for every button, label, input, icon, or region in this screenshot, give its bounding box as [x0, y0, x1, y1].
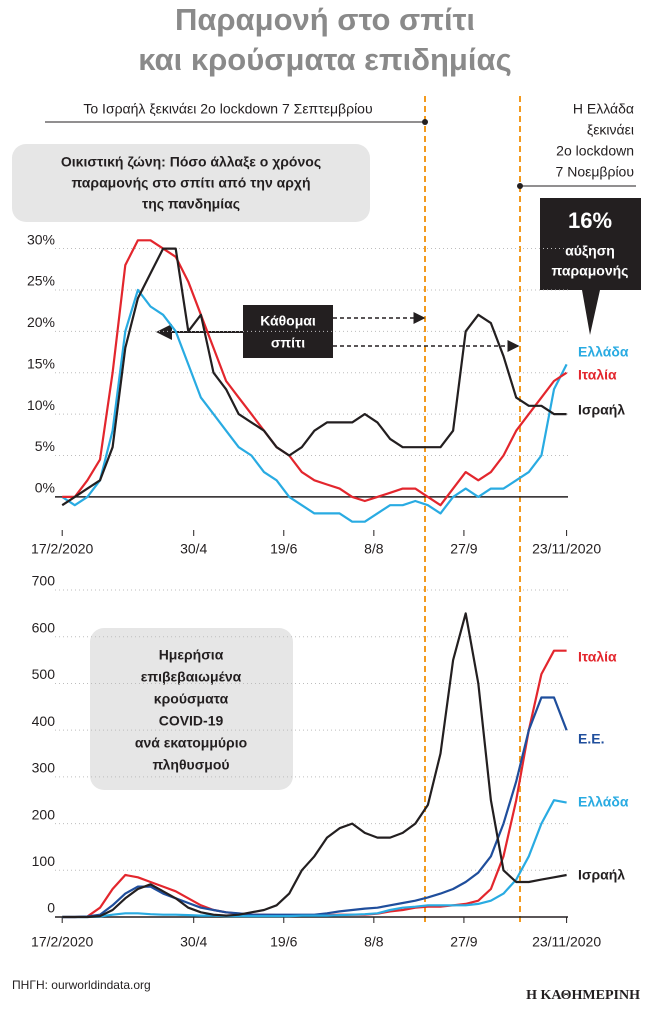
x-tick-label: 19/6	[270, 541, 297, 557]
box-text: πληθυσμού	[152, 757, 229, 773]
y-tick-label: 200	[32, 806, 56, 822]
series-label: Ελλάδα	[578, 794, 629, 810]
y-tick-label: 10%	[27, 397, 55, 413]
y-tick-label: 0%	[35, 480, 55, 496]
x-tick-label: 23/11/2020	[532, 541, 601, 557]
source: ΠΗΓΗ: ourworldindata.org	[12, 978, 151, 992]
x-tick-label: 30/4	[180, 541, 207, 557]
callout-text: παραμονής	[552, 263, 629, 279]
y-tick-label: 100	[32, 853, 56, 869]
box-text: παραμονής στο σπίτι από την αρχή	[71, 175, 310, 191]
box-text: της πανδημίας	[142, 196, 240, 212]
event-dot	[422, 119, 428, 125]
event-dot	[517, 183, 523, 189]
series-label: Ε.Ε.	[578, 731, 604, 747]
y-tick-label: 700	[32, 573, 56, 589]
x-tick-label: 8/8	[364, 541, 384, 557]
label-text: σπίτι	[271, 335, 305, 351]
y-tick-label: 300	[32, 760, 56, 776]
series-label: Ισραήλ	[578, 402, 625, 418]
title-line: και κρούσματα επιδημίας	[138, 42, 511, 77]
y-tick-label: 500	[32, 666, 56, 682]
box-text: COVID-19	[159, 713, 224, 729]
box-text: Οικιστική ζώνη: Πόσο άλλαξε ο χρόνος	[61, 154, 321, 170]
series-label: Ιταλία	[578, 367, 617, 383]
y-tick-label: 600	[32, 619, 56, 635]
box-text: κρούσματα	[154, 691, 229, 707]
x-tick-label: 30/4	[180, 934, 207, 950]
label-text: Κάθομαι	[260, 313, 316, 329]
x-tick-label: 19/6	[270, 934, 297, 950]
series-line	[62, 612, 567, 919]
y-tick-label: 20%	[27, 314, 55, 330]
y-tick-label: 30%	[27, 231, 55, 247]
x-tick-label: 8/8	[364, 934, 384, 950]
x-tick-label: 17/2/2020	[31, 934, 93, 950]
info-box	[90, 628, 293, 790]
event-text: 2ο lockdown	[556, 143, 634, 159]
callout-text: 16%	[568, 208, 612, 233]
series-line	[62, 239, 568, 507]
y-tick-label: 5%	[35, 438, 55, 454]
event-text: Το Ισραήλ ξεκινάει 2ο lockdown 7 Σεπτεμβ…	[83, 101, 372, 117]
x-tick-label: 23/11/2020	[532, 934, 601, 950]
x-tick-label: 27/9	[450, 934, 477, 950]
series-label: Ισραήλ	[578, 867, 625, 883]
info-box	[12, 144, 370, 222]
box-text: ανά εκατομμύριο	[135, 735, 247, 751]
y-tick-label: 400	[32, 713, 56, 729]
series-line	[61, 247, 567, 507]
y-tick-label: 25%	[27, 273, 55, 289]
publisher: Η ΚΑΘΗΜΕΡΙΝΗ	[526, 988, 640, 1003]
title-line: Παραμονή στο σπίτι	[175, 2, 475, 37]
series-label: Ελλάδα	[578, 344, 629, 360]
series-label: Ιταλία	[578, 649, 617, 665]
y-tick-label: 0	[47, 900, 55, 916]
box-text: Ημερήσια	[159, 647, 224, 663]
series-line	[61, 288, 568, 523]
series-line	[62, 799, 567, 919]
y-tick-label: 15%	[27, 355, 55, 371]
event-text: Η Ελλάδα	[573, 101, 634, 117]
x-tick-label: 27/9	[450, 541, 477, 557]
box-text: επιβεβαιωμένα	[141, 669, 242, 685]
event-text: ξεκινάει	[587, 122, 634, 138]
callout-box	[540, 198, 641, 335]
event-text: 7 Νοεμβρίου	[556, 164, 634, 180]
x-tick-label: 17/2/2020	[31, 541, 93, 557]
callout-text: αύξηση	[565, 243, 615, 259]
